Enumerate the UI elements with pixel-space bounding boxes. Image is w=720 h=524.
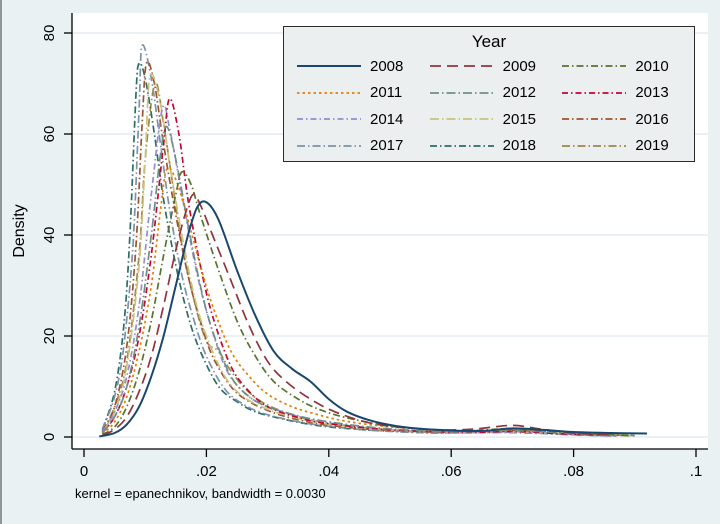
curves-group (99, 44, 648, 438)
legend-label-2015: 2015 (502, 110, 537, 128)
legend-item-2014: 2014 (290, 111, 423, 128)
legend-label-2017: 2017 (370, 137, 404, 155)
legend-line-sample-2018 (429, 144, 494, 147)
legend-label-2009: 2009 (502, 57, 537, 75)
x-tick-label-0.02: .02 (196, 463, 217, 480)
legend-label-2018: 2018 (502, 137, 537, 155)
legend-item-2019: 2019 (555, 137, 688, 154)
legend-line-sample-2008 (297, 65, 361, 68)
x-tick-label-0.06: .06 (441, 463, 462, 480)
legend-line-sample-2016 (562, 118, 627, 121)
legend-line-sample-2013 (562, 91, 627, 94)
legend-label-2016: 2016 (635, 110, 669, 128)
legend-line-sample-2009 (429, 65, 494, 68)
legend-line-sample-2019 (562, 144, 627, 147)
legend-label-2013: 2013 (635, 84, 669, 102)
x-tick-label-0.08: .08 (563, 463, 584, 480)
y-tick-label-0: 0 (41, 433, 58, 441)
legend-grid: 2008 2009 2010 2011 2012 2013 2014 2015 2016 2017… (290, 53, 688, 159)
y-tick-label-80: 80 (41, 25, 58, 42)
legend-item-2008: 2008 (290, 58, 423, 75)
legend-item-2018: 2018 (423, 137, 556, 154)
density-curve-2009 (102, 193, 611, 437)
legend-line-sample-2010 (562, 65, 627, 68)
legend-item-2013: 2013 (555, 84, 688, 101)
legend-line-sample-2012 (429, 91, 494, 94)
y-tick-label-20: 20 (41, 328, 58, 345)
legend-line-sample-2014 (297, 118, 361, 121)
legend-title: Year (471, 32, 507, 51)
legend-item-2016: 2016 (555, 111, 688, 128)
legend-label-2011: 2011 (370, 84, 403, 102)
legend-label-2008: 2008 (370, 57, 404, 75)
legend-item-2017: 2017 (290, 137, 423, 154)
density-curve-2015 (101, 73, 635, 437)
legend-item-2015: 2015 (423, 111, 556, 128)
legend-item-2010: 2010 (555, 58, 688, 75)
legend-box: Year 2008 2009 2010 2011 2012 2013 2014 2015 201… (283, 26, 695, 162)
x-tick-label-0.1: .1 (690, 463, 703, 480)
density-curve-2008 (99, 200, 648, 438)
density-curve-2012 (101, 125, 635, 437)
legend-item-2012: 2012 (423, 84, 556, 101)
legend-line-sample-2015 (429, 118, 494, 121)
legend-line-sample-2011 (297, 91, 361, 94)
y-axis-title: Density (11, 204, 28, 257)
x-tick-label-0.04: .04 (318, 463, 339, 480)
legend-label-2019: 2019 (635, 137, 669, 155)
y-tick-label-40: 40 (41, 227, 58, 244)
density-curve-2013 (101, 97, 599, 436)
legend-line-sample-2017 (297, 144, 361, 147)
y-tick-label-60: 60 (41, 126, 58, 143)
legend-label-2014: 2014 (370, 110, 404, 128)
x-tick-label-0: 0 (80, 463, 88, 480)
legend-item-2009: 2009 (423, 58, 556, 75)
kernel-footnote: kernel = epanechnikov, bandwidth = 0.003… (75, 486, 326, 501)
legend-label-2010: 2010 (635, 57, 669, 75)
legend-label-2012: 2012 (502, 84, 537, 102)
legend-item-2011: 2011 (290, 84, 423, 101)
